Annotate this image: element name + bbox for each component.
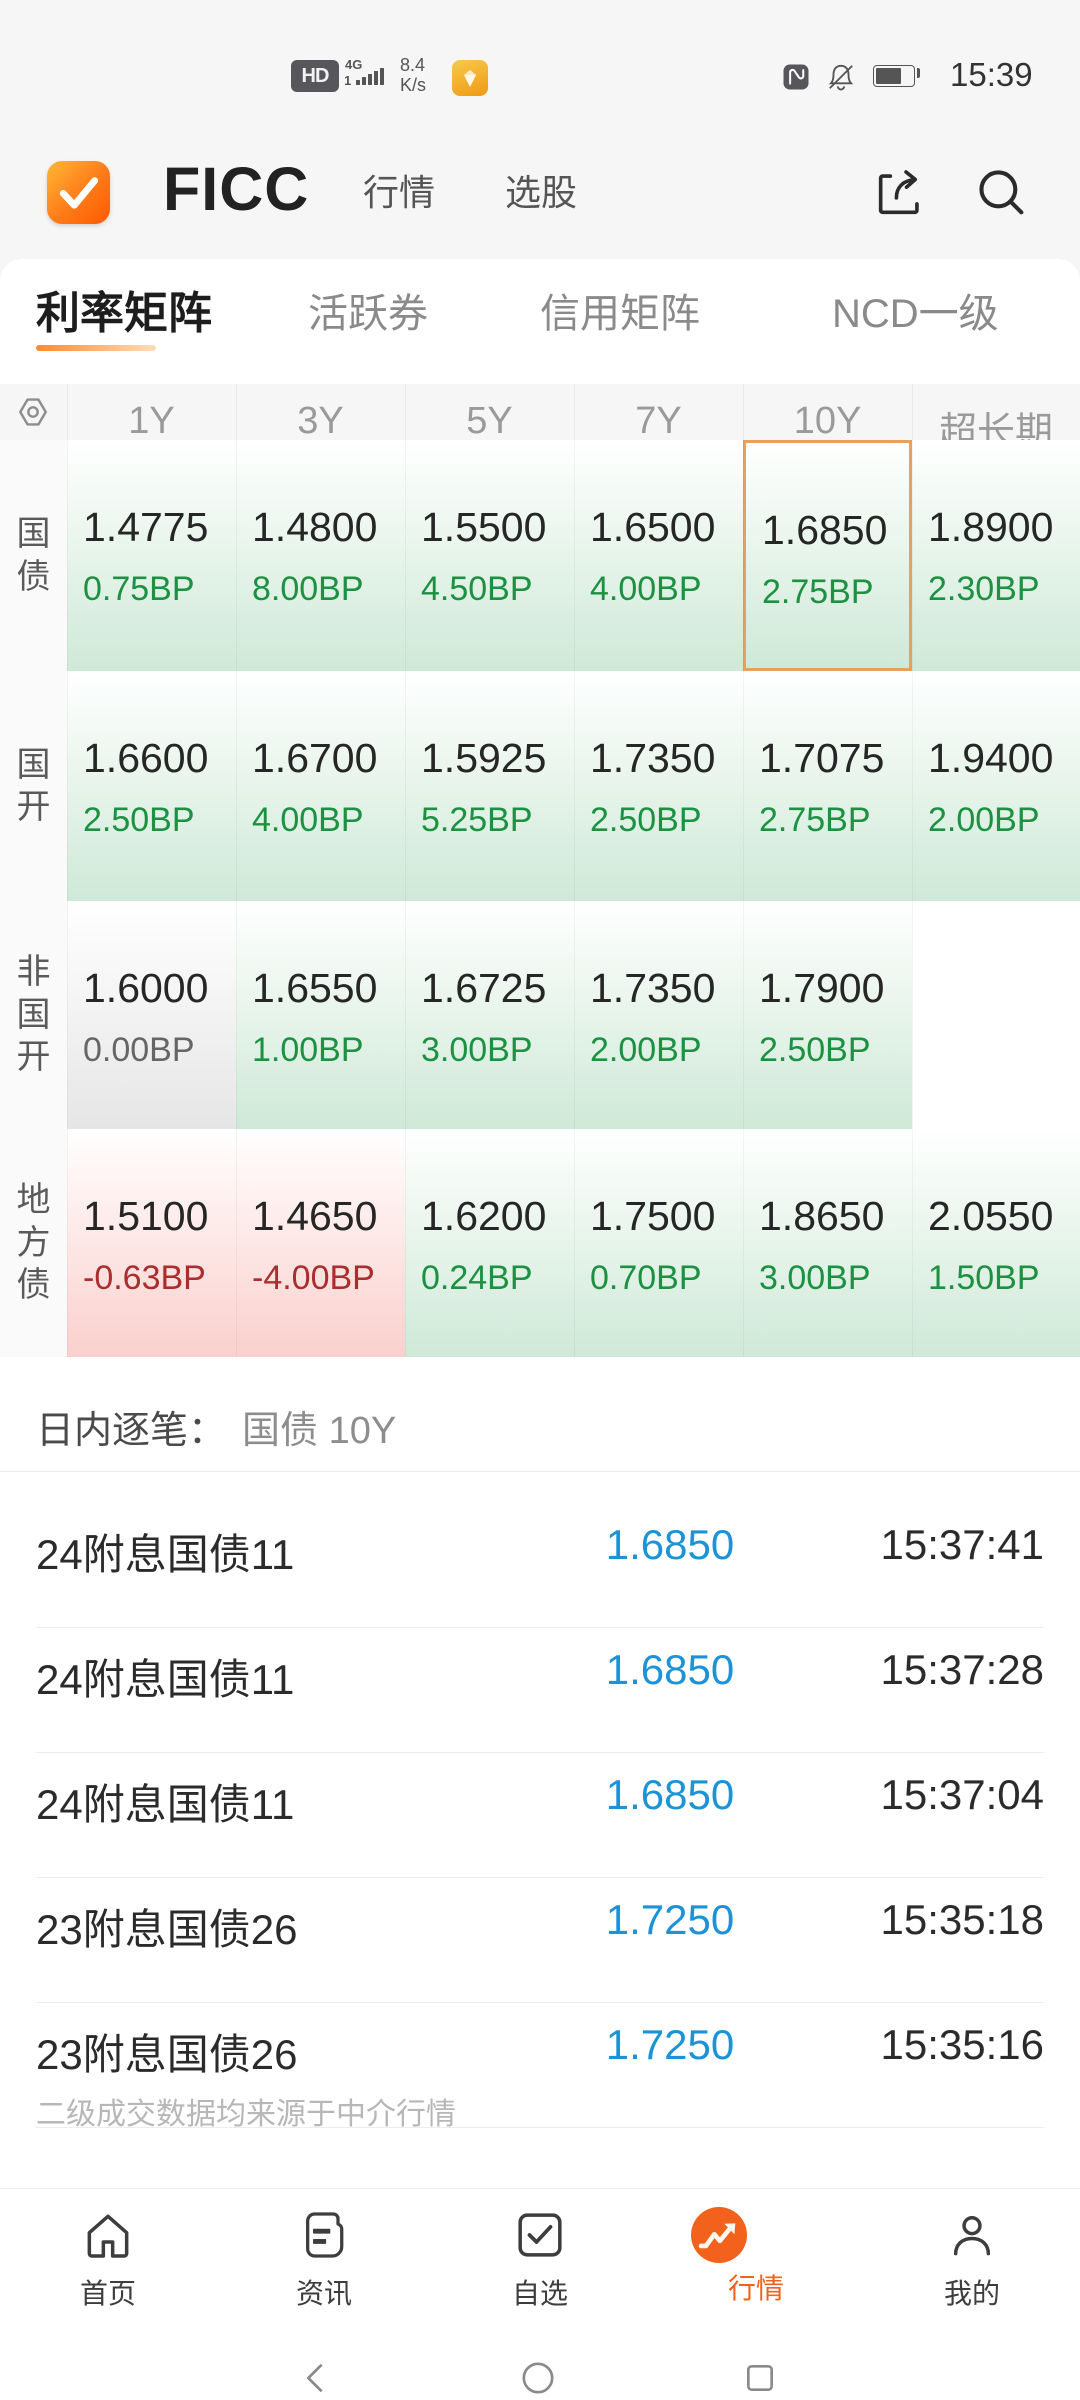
svg-text:4G: 4G	[345, 58, 362, 72]
svg-text:1: 1	[345, 73, 351, 88]
